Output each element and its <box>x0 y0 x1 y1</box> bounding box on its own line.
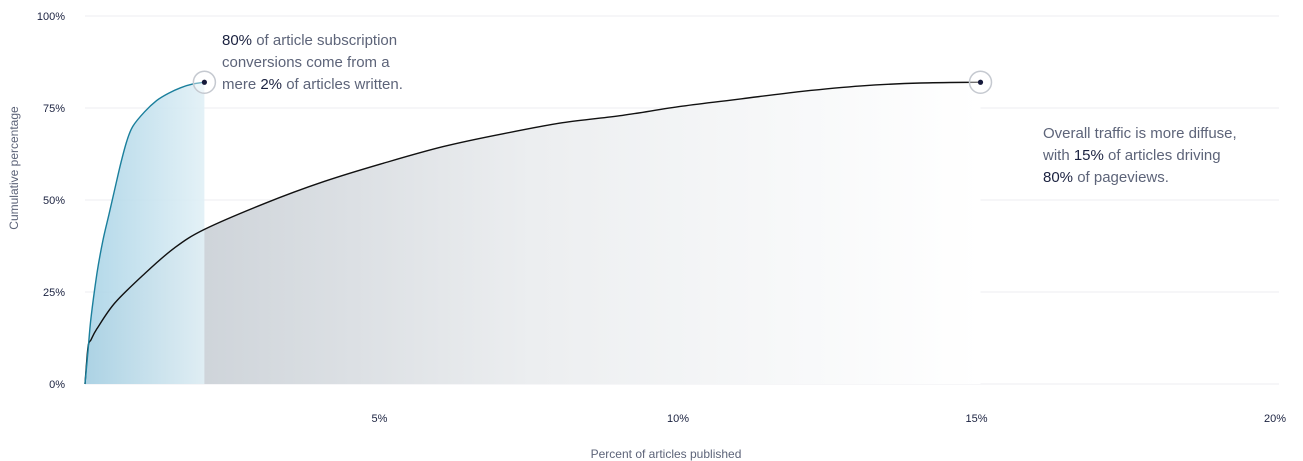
area-traffic <box>85 82 981 384</box>
annotation-text: of pageviews. <box>1073 169 1169 186</box>
line-conversions <box>84 81 205 385</box>
x-tick-label: 10% <box>667 413 689 425</box>
y-tick-label: 0% <box>49 379 65 391</box>
annotation-highlight: 80% <box>222 32 253 49</box>
annotation-text: of articles written. <box>282 76 403 93</box>
area-conversions <box>85 82 205 384</box>
annotation-traffic: Overall traffic is more diffuse, with 15… <box>1043 123 1243 189</box>
highlight-point <box>977 79 984 85</box>
y-tick-label: 50% <box>43 195 65 207</box>
annotation-highlight: 2% <box>260 76 283 93</box>
x-tick-label: 15% <box>965 413 987 425</box>
annotation-text: Overall traffic is more diffuse, with <box>1043 125 1237 164</box>
line-traffic <box>84 81 981 385</box>
y-tick-label: 100% <box>37 11 65 23</box>
x-axis-title: Percent of articles published <box>591 447 742 461</box>
annotation-conversions: 80% of article subscription conversions … <box>222 30 422 96</box>
x-tick-label: 20% <box>1264 413 1286 425</box>
annotation-highlight: 80% <box>1043 169 1074 186</box>
annotation-text: of articles driving <box>1103 147 1221 164</box>
y-tick-label: 75% <box>43 103 65 115</box>
highlight-point <box>201 79 207 85</box>
y-tick-label: 25% <box>43 287 65 299</box>
annotation-text: of article subscription conversions come… <box>222 32 398 93</box>
x-tick-label: 5% <box>372 413 388 425</box>
y-axis-title: Cumulative percentage <box>7 106 21 230</box>
annotation-highlight: 15% <box>1073 147 1104 164</box>
